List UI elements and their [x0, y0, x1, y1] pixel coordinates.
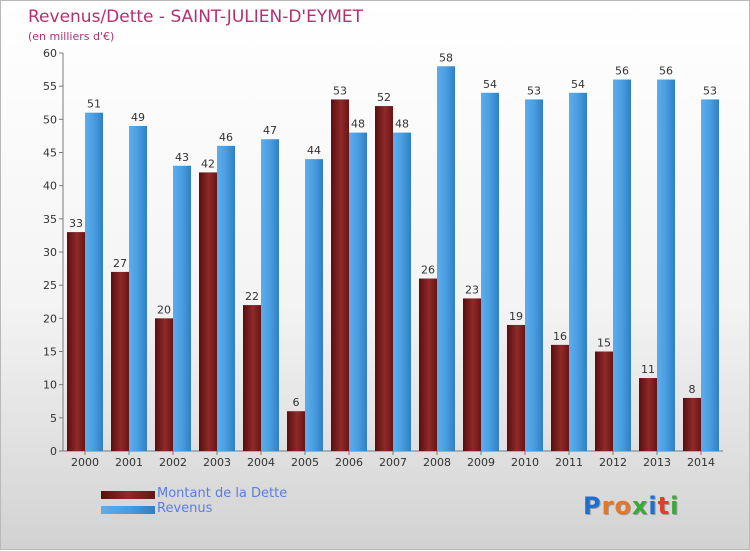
- bar-revenus: [173, 165, 191, 451]
- legend-label-revenus: Revenus: [157, 501, 213, 516]
- y-tick-label: 15: [43, 346, 57, 359]
- x-tick-label: 2003: [203, 456, 231, 469]
- bar-label-revenus: 51: [87, 98, 101, 111]
- bar-label-revenus: 47: [263, 124, 277, 137]
- bar-label-revenus: 56: [659, 65, 673, 78]
- y-tick-label: 55: [43, 80, 57, 93]
- x-tick-label: 2002: [159, 456, 187, 469]
- x-tick-label: 2000: [71, 456, 99, 469]
- bar-label-dette: 23: [465, 283, 479, 296]
- bar-label-revenus: 56: [615, 65, 629, 78]
- bar-revenus: [129, 125, 147, 451]
- bar-label-revenus: 53: [703, 84, 717, 97]
- x-tick-label: 2005: [291, 456, 319, 469]
- bar-revenus: [701, 99, 719, 451]
- bar-dette: [639, 378, 657, 451]
- y-tick-label: 5: [50, 412, 57, 425]
- bar-label-dette: 8: [689, 383, 696, 396]
- bar-dette: [683, 397, 701, 451]
- bar-label-dette: 33: [69, 217, 83, 230]
- bar-revenus: [217, 145, 235, 451]
- proxiti-logo: Proxiti: [583, 492, 680, 520]
- y-tick-label: 50: [43, 113, 57, 126]
- y-tick-label: 30: [43, 246, 57, 259]
- bar-revenus: [305, 159, 323, 451]
- bar-revenus: [437, 66, 455, 452]
- bar-label-dette: 26: [421, 264, 435, 277]
- x-tick-label: 2007: [379, 456, 407, 469]
- bar-label-revenus: 49: [131, 111, 145, 124]
- y-tick-label: 0: [50, 445, 57, 458]
- bar-label-revenus: 54: [483, 78, 497, 91]
- bar-revenus: [657, 79, 675, 452]
- x-tick-label: 2009: [467, 456, 495, 469]
- x-tick-label: 2012: [599, 456, 627, 469]
- bar-dette: [375, 106, 393, 452]
- bar-revenus: [393, 132, 411, 451]
- y-tick-label: 10: [43, 379, 57, 392]
- bar-revenus: [525, 99, 543, 451]
- bar-revenus: [481, 92, 499, 452]
- bar-label-dette: 53: [333, 84, 347, 97]
- bar-label-revenus: 44: [307, 144, 321, 157]
- y-tick-label: 25: [43, 279, 57, 292]
- bar-dette: [287, 411, 305, 451]
- x-tick-label: 2011: [555, 456, 583, 469]
- x-tick-label: 2013: [643, 456, 671, 469]
- x-tick-label: 2008: [423, 456, 451, 469]
- bars: [67, 66, 719, 452]
- legend-swatch-dette: [101, 491, 155, 499]
- bar-dette: [463, 298, 481, 451]
- legend-swatch-revenus: [101, 506, 155, 514]
- bar-label-dette: 11: [641, 363, 655, 376]
- bar-label-dette: 19: [509, 310, 523, 323]
- bar-dette: [595, 351, 613, 451]
- bar-label-revenus: 43: [175, 151, 189, 164]
- bar-dette: [331, 99, 349, 451]
- chart-title: Revenus/Dette - SAINT-JULIEN-D'EYMET: [28, 7, 364, 27]
- bar-label-dette: 15: [597, 337, 611, 350]
- bar-revenus: [261, 139, 279, 451]
- bar-dette: [551, 344, 569, 451]
- bar-label-revenus: 53: [527, 84, 541, 97]
- y-tick-label: 60: [43, 47, 57, 60]
- bar-dette: [155, 318, 173, 451]
- y-tick-label: 20: [43, 312, 57, 325]
- bar-label-revenus: 54: [571, 78, 585, 91]
- bar-label-dette: 22: [245, 290, 259, 303]
- bar-labels: 33 51 27 49 20 43 42 46 22 47 6 44 53 48 52 48 26 58 23 54 1…: [69, 51, 717, 409]
- bar-dette: [111, 271, 129, 451]
- x-tick-label: 2010: [511, 456, 539, 469]
- bar-label-dette: 27: [113, 257, 127, 270]
- bar-revenus: [613, 79, 631, 452]
- x-tick-label: 2001: [115, 456, 143, 469]
- y-tick-label: 40: [43, 180, 57, 193]
- bar-dette: [67, 232, 85, 451]
- x-tick-label: 2006: [335, 456, 363, 469]
- x-tick-label: 2004: [247, 456, 275, 469]
- bar-label-dette: 42: [201, 157, 215, 170]
- bar-label-dette: 16: [553, 330, 567, 343]
- y-tick-label: 35: [43, 213, 57, 226]
- bar-label-dette: 20: [157, 303, 171, 316]
- chart-subtitle: (en milliers d'€): [28, 30, 115, 43]
- bar-label-revenus: 58: [439, 51, 453, 64]
- bar-label-revenus: 46: [219, 131, 233, 144]
- bar-dette: [419, 278, 437, 451]
- bar-dette: [507, 324, 525, 451]
- x-tick-label: 2014: [687, 456, 715, 469]
- bar-dette: [199, 172, 217, 451]
- bar-label-revenus: 48: [351, 118, 365, 131]
- bar-dette: [243, 305, 261, 451]
- bar-label-dette: 6: [293, 396, 300, 409]
- bar-revenus: [349, 132, 367, 451]
- legend-label-dette: Montant de la Dette: [157, 486, 288, 501]
- bar-label-dette: 52: [377, 91, 391, 104]
- bar-label-revenus: 48: [395, 118, 409, 131]
- bar-revenus: [569, 92, 587, 452]
- bar-revenus: [85, 112, 103, 451]
- y-tick-label: 45: [43, 147, 57, 160]
